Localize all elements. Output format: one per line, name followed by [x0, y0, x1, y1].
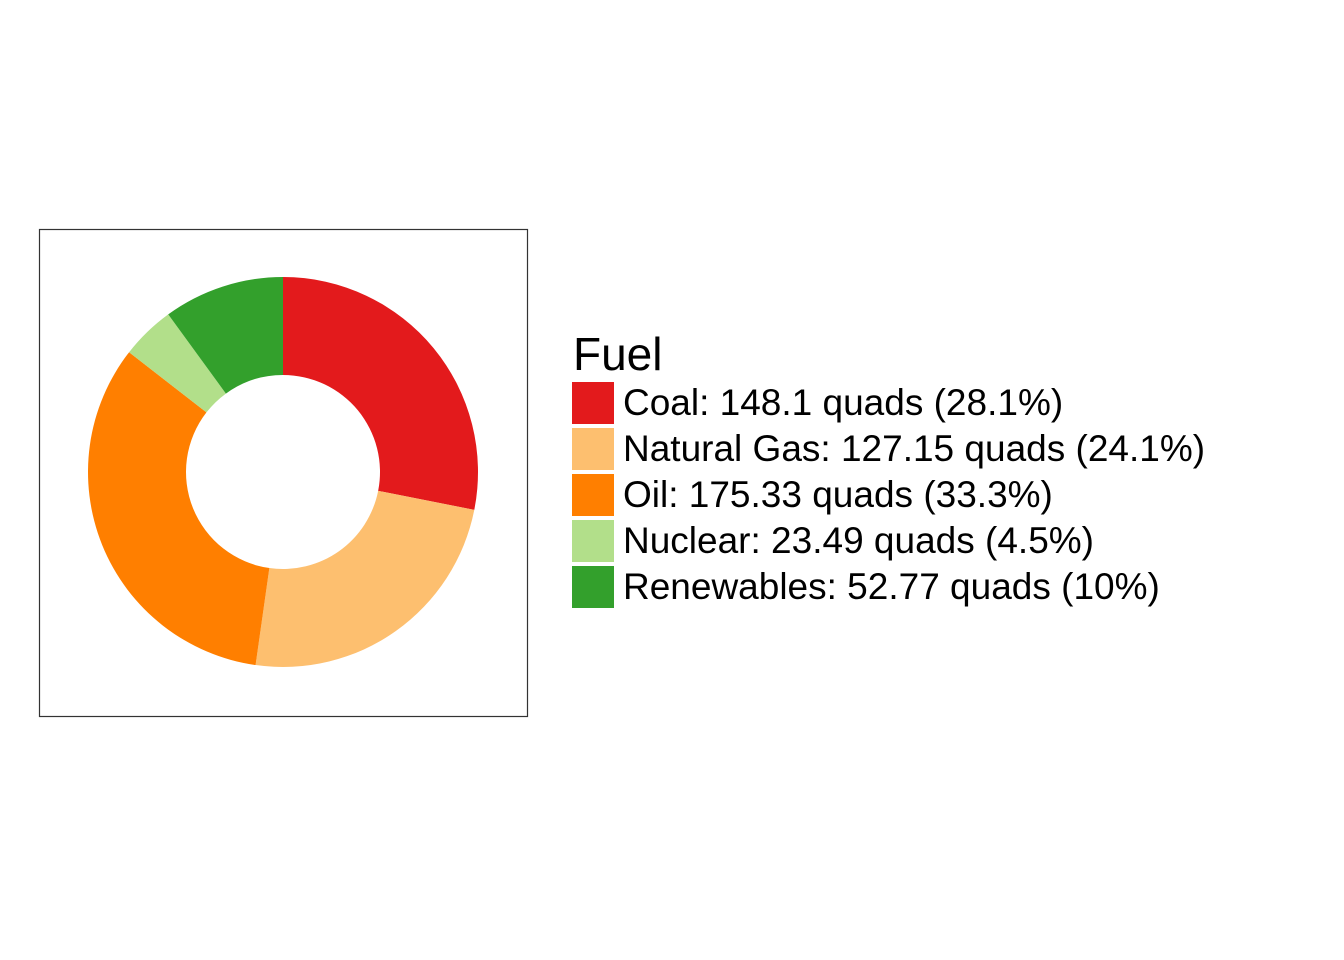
- legend: Fuel Coal: 148.1 quads (28.1%) Natural G…: [572, 328, 1205, 610]
- legend-title: Fuel: [573, 328, 663, 380]
- legend-item-nuclear: Nuclear: 23.49 quads (4.5%): [572, 518, 1205, 564]
- slice-coal: [283, 277, 478, 510]
- legend-swatch-oil: [572, 474, 614, 516]
- legend-item-oil: Oil: 175.33 quads (33.3%): [572, 472, 1205, 518]
- legend-swatch-coal: [572, 382, 614, 424]
- legend-swatch-natural-gas: [572, 428, 614, 470]
- slice-renewables: [168, 277, 283, 394]
- donut-slices: [88, 277, 478, 667]
- legend-item-coal: Coal: 148.1 quads (28.1%): [572, 380, 1205, 426]
- legend-label-coal: Coal: 148.1 quads (28.1%): [623, 382, 1064, 423]
- legend-label-nuclear: Nuclear: 23.49 quads (4.5%): [623, 520, 1094, 561]
- legend-label-natural-gas: Natural Gas: 127.15 quads (24.1%): [623, 428, 1206, 469]
- slice-nuclear: [129, 314, 226, 413]
- legend-item-natural-gas: Natural Gas: 127.15 quads (24.1%): [572, 426, 1205, 472]
- slice-oil: [88, 352, 270, 666]
- legend-label-renewables: Renewables: 52.77 quads (10%): [623, 566, 1160, 607]
- legend-swatch-renewables: [572, 566, 614, 608]
- plot-panel-border: [38, 228, 529, 718]
- legend-item-renewables: Renewables: 52.77 quads (10%): [572, 564, 1205, 610]
- legend-swatch-nuclear: [572, 520, 614, 562]
- legend-label-oil: Oil: 175.33 quads (33.3%): [623, 474, 1053, 515]
- slice-natural-gas: [255, 490, 475, 667]
